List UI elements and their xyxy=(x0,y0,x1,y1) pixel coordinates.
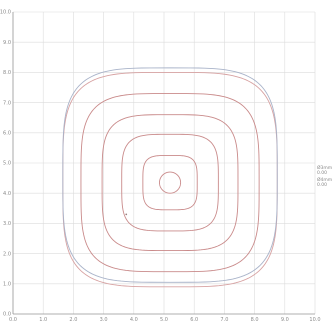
x-tick-label: 9.0 xyxy=(281,317,289,323)
y-tick-label: 6.0 xyxy=(3,131,11,137)
contour-line xyxy=(62,67,278,283)
y-tick-label: 10.0 xyxy=(0,10,11,16)
contour-line xyxy=(159,171,182,194)
y-tick-label: 1.0 xyxy=(3,282,11,288)
x-tick-label: 5.0 xyxy=(160,317,168,323)
legend-label: Ø3mm xyxy=(317,164,332,171)
chart-axes xyxy=(12,12,315,315)
x-tick-label: 0.0 xyxy=(9,317,17,323)
y-tick-label: 9.0 xyxy=(3,40,11,46)
chart-grid xyxy=(12,11,316,315)
legend-label: Ø4mm xyxy=(317,176,332,183)
contour-line xyxy=(62,71,278,288)
x-tick-label: 8.0 xyxy=(251,317,259,323)
y-tick-label: 2.0 xyxy=(3,251,11,257)
x-tick-label: 7.0 xyxy=(220,317,228,323)
x-tick-label: 10.0 xyxy=(309,317,320,323)
contour-series xyxy=(62,67,278,288)
x-tick-label: 2.0 xyxy=(69,317,77,323)
annotation-mark xyxy=(125,213,128,216)
x-tick-label: 3.0 xyxy=(100,317,108,323)
y-tick-label: 8.0 xyxy=(3,70,11,76)
y-tick-labels: 0.0 1.0 2.0 3.0 4.0 5.0 6.0 7.0 8.0 9.0 10.0 xyxy=(0,10,11,318)
legend-value: 0.00 xyxy=(317,170,327,176)
y-tick-label: 3.0 xyxy=(3,221,11,227)
y-tick-label: 5.0 xyxy=(3,161,11,167)
x-tick-label: 6.0 xyxy=(190,317,198,323)
y-tick-label: 7.0 xyxy=(3,100,11,106)
x-tick-label: 4.0 xyxy=(130,317,138,323)
contour-line xyxy=(142,154,198,211)
y-tick-label: 0.0 xyxy=(3,312,11,318)
x-tick-labels: 0.0 1.0 2.0 3.0 4.0 5.0 6.0 7.0 8.0 9.0 10.0 xyxy=(9,317,321,323)
y-tick-label: 4.0 xyxy=(3,191,11,197)
contour-line xyxy=(101,114,239,252)
x-tick-label: 1.0 xyxy=(39,317,47,323)
contour-line xyxy=(80,93,260,273)
legend-value: 0.00 xyxy=(317,182,327,188)
contour-line xyxy=(121,133,219,232)
chart-annotations xyxy=(125,213,128,216)
